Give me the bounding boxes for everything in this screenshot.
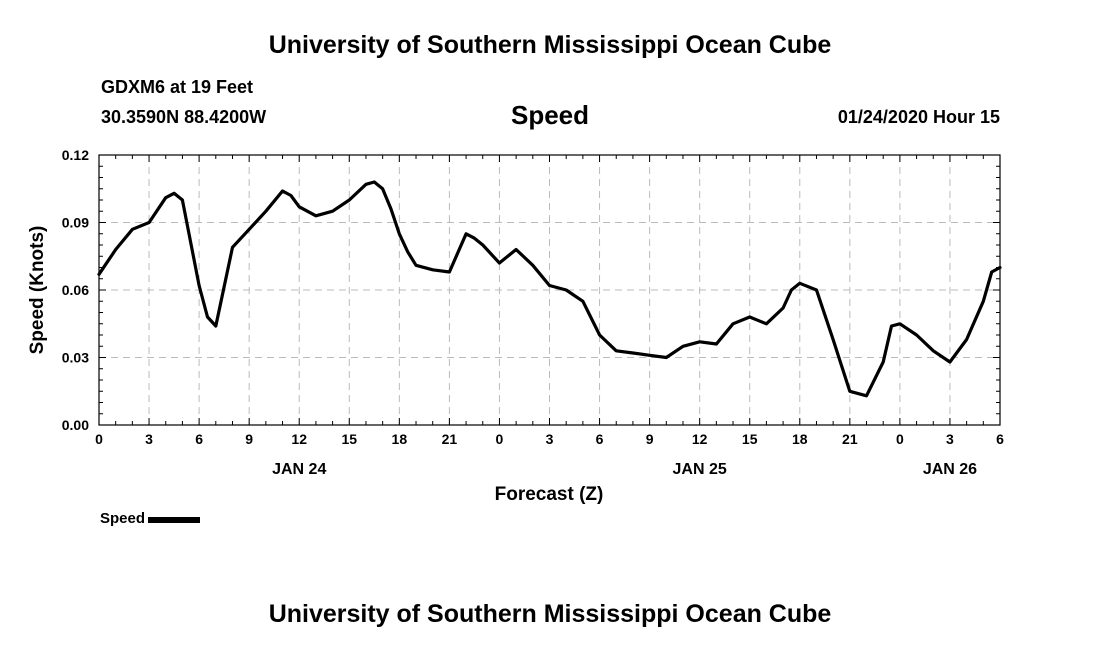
grid-lines [99,155,1000,425]
legend-label: Speed [100,510,146,527]
station-label: GDXM6 at 19 Feet [101,77,254,97]
x-tick-label: 18 [792,431,808,447]
x-tick-label: 12 [692,431,708,447]
date-label: JAN 25 [673,461,727,478]
x-tick-label: 3 [145,431,153,447]
x-tick-label: 15 [742,431,758,447]
speed-series-line [97,180,1002,398]
x-tick-label: 15 [341,431,357,447]
x-tick-label: 0 [496,431,504,447]
x-tick-label: 3 [946,431,954,447]
x-tick-label: 21 [842,431,858,447]
y-tick-label: 0.00 [62,417,89,433]
x-tick-label: 12 [291,431,307,447]
axis-labels: 0 3 6 9 12 15 18 21 0 3 6 9 12 15 18 21 0 3 6 0.00 0.03 0.06 0… [62,147,1004,478]
x-tick-label: 0 [896,431,904,447]
y-tick-label: 0.12 [62,147,89,163]
x-tick-label: 6 [596,431,604,447]
x-tick-label: 9 [646,431,654,447]
x-tick-label: 21 [442,431,458,447]
legend-swatch [148,516,201,523]
plot-frame [98,154,1001,426]
coordinates-label: 30.3590N 88.4200W [101,107,267,127]
page-title: University of Southern Mississippi Ocean… [268,31,832,59]
x-tick-label: 3 [546,431,554,447]
datetime-label: 01/24/2020 Hour 15 [837,107,1000,127]
footer-title: University of Southern Mississippi Ocean… [268,600,832,628]
legend: Speed [100,510,201,527]
y-axis-label: Speed (Knots) [27,226,48,355]
date-label: JAN 26 [923,461,977,478]
series-layer [97,180,1002,398]
x-tick-label: 18 [392,431,408,447]
y-tick-label: 0.09 [62,215,89,231]
y-tick-label: 0.06 [62,282,89,298]
x-axis-label: Forecast (Z) [495,484,604,505]
x-tick-label: 9 [245,431,253,447]
date-label: JAN 24 [272,461,326,478]
x-tick-label: 6 [195,431,203,447]
x-tick-label: 6 [996,431,1004,447]
chart-title: Speed [510,100,590,130]
x-tick-label: 0 [95,431,103,447]
y-tick-label: 0.03 [62,350,89,366]
